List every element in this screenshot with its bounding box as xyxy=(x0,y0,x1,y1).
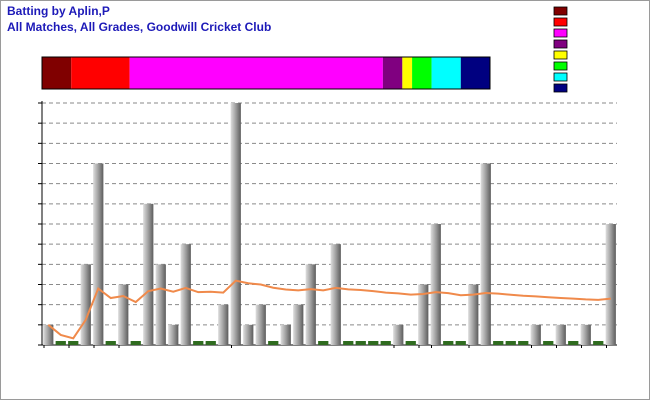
innings-bar xyxy=(280,324,291,345)
innings-bar-zero xyxy=(380,341,391,345)
dismissal-segment xyxy=(412,57,432,89)
dismissal-segment xyxy=(460,57,490,89)
innings-bar-zero xyxy=(368,341,379,345)
innings-bar xyxy=(93,163,104,345)
innings-bar-zero xyxy=(68,341,79,345)
innings-bar-zero xyxy=(505,341,516,345)
innings-bar xyxy=(480,163,491,345)
innings-bar xyxy=(605,224,616,345)
bars xyxy=(43,103,616,345)
innings-bar xyxy=(468,284,479,345)
innings-bar xyxy=(393,324,404,345)
innings-bar xyxy=(305,264,316,345)
dismissal-segment xyxy=(129,57,383,89)
innings-bar xyxy=(168,324,179,345)
innings-bar-zero xyxy=(593,341,604,345)
innings-bar xyxy=(580,324,591,345)
innings-bar xyxy=(243,324,254,345)
innings-bar xyxy=(43,324,54,345)
innings-bar xyxy=(530,324,541,345)
innings-bar xyxy=(143,203,154,345)
innings-bar xyxy=(218,304,229,345)
innings-bar xyxy=(330,244,341,345)
dismissal-segment xyxy=(402,57,413,89)
innings-bar-zero xyxy=(130,341,141,345)
innings-bar-zero xyxy=(455,341,466,345)
dismissal-segment xyxy=(431,57,461,89)
dismissal-segment xyxy=(42,57,72,89)
innings-bar-zero xyxy=(543,341,554,345)
legend-swatch xyxy=(553,39,568,49)
legend-swatch xyxy=(553,72,568,82)
legend-swatch xyxy=(553,28,568,38)
innings-bar-zero xyxy=(105,341,116,345)
legend-swatch xyxy=(553,61,568,71)
dismissal-strip-border xyxy=(41,56,491,90)
innings-bar xyxy=(230,103,241,345)
innings-bar-zero xyxy=(518,341,529,345)
legend xyxy=(553,6,568,93)
innings-bar-zero xyxy=(355,341,366,345)
dismissal-strip xyxy=(41,56,491,90)
innings-bar-zero xyxy=(568,341,579,345)
grid xyxy=(42,102,617,326)
innings-bar-zero xyxy=(268,341,279,345)
legend-swatch xyxy=(553,17,568,27)
innings-bar-zero xyxy=(493,341,504,345)
dismissal-segment xyxy=(71,57,130,89)
innings-bar-zero xyxy=(193,341,204,345)
innings-bar xyxy=(155,264,166,345)
legend-swatch xyxy=(553,83,568,93)
innings-bar-zero xyxy=(318,341,329,345)
innings-bar-zero xyxy=(443,341,454,345)
innings-bar xyxy=(293,304,304,345)
innings-bar xyxy=(418,284,429,345)
dismissal-segment xyxy=(382,57,403,89)
innings-bar xyxy=(430,224,441,345)
innings-bar-zero xyxy=(343,341,354,345)
innings-bar-zero xyxy=(405,341,416,345)
innings-bar xyxy=(555,324,566,345)
chart-subtitle: All Matches, All Grades, Goodwill Cricke… xyxy=(7,20,272,34)
average-line xyxy=(47,279,611,340)
innings-bar xyxy=(255,304,266,345)
innings-bar xyxy=(180,244,191,345)
innings-bar xyxy=(80,264,91,345)
innings-bar xyxy=(118,284,129,345)
average-line-group xyxy=(47,279,611,340)
innings-bar-zero xyxy=(205,341,216,345)
legend-swatch xyxy=(553,50,568,60)
legend-swatch xyxy=(553,6,568,16)
innings-bar-zero xyxy=(55,341,66,345)
chart-title: Batting by Aplin,P xyxy=(7,4,110,18)
